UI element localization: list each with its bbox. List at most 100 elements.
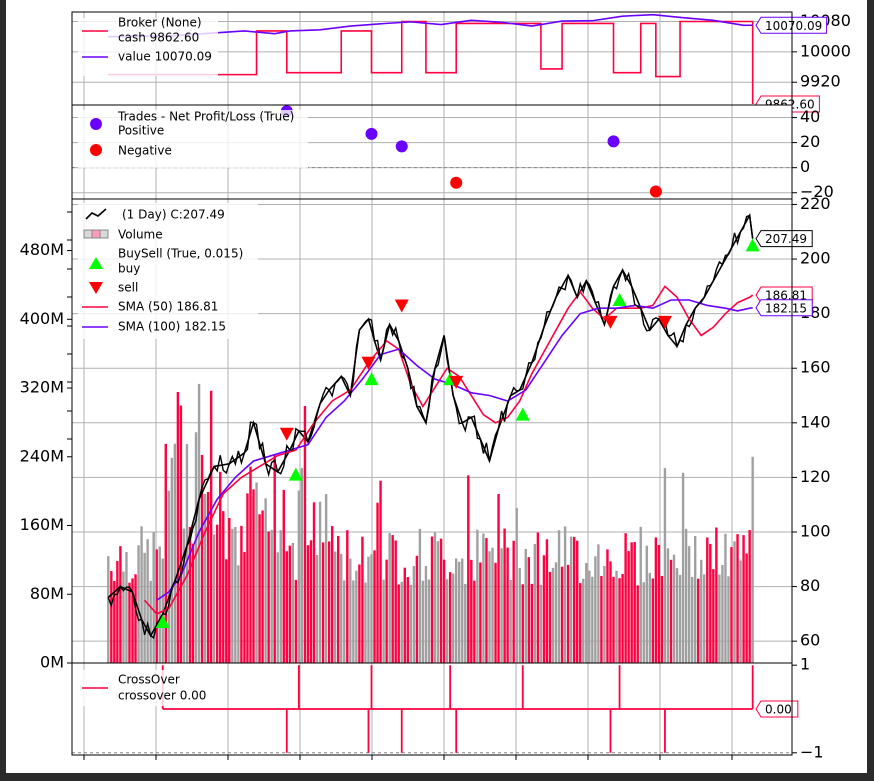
volume-bar (412, 566, 416, 663)
price-legend-sell: sell (118, 281, 138, 295)
volume-bar (618, 578, 621, 663)
volume-bar (479, 562, 482, 663)
price-sma50-line (144, 285, 754, 615)
volume-bar (321, 542, 325, 663)
volume-bar (651, 578, 655, 663)
volume-bar (246, 493, 249, 663)
buy-marker (288, 467, 303, 481)
volume-bar (603, 565, 606, 663)
volume-bar (146, 539, 149, 663)
volume-bar (675, 568, 679, 663)
volume-bar (306, 545, 310, 663)
volume-bar (327, 541, 331, 663)
volume-bar (403, 567, 406, 663)
volume-bar (539, 584, 543, 663)
buy-marker (155, 615, 170, 629)
volume-bar (137, 545, 140, 663)
price-ytick-label: 120 (800, 467, 831, 486)
volume-bar (297, 490, 301, 663)
price-legend-bg (78, 203, 258, 339)
volume-bar (379, 480, 382, 663)
volume-bar (548, 571, 552, 663)
volume-bar (291, 542, 295, 663)
volume-bar (107, 556, 110, 663)
volume-bar (270, 529, 273, 663)
volume-ytick-label: 320M (20, 378, 64, 397)
crossover-legend-title: CrossOver (118, 673, 180, 687)
volume-bar (533, 543, 537, 663)
volume-bar (684, 528, 688, 663)
trades-ytick-label: −20 (800, 182, 834, 201)
price-legend-close: (1 Day) C:207.49 (122, 208, 225, 222)
volume-bar (703, 574, 706, 663)
volume-bar (261, 510, 264, 663)
volume-bar (228, 518, 231, 663)
volume-bar (730, 547, 733, 663)
volume-bar (243, 552, 246, 663)
volume-bar (285, 551, 288, 663)
volume-bar (119, 546, 122, 663)
sell-marker (449, 375, 464, 389)
volume-bar (518, 567, 521, 663)
volume-bar (515, 507, 518, 663)
volume-bar (143, 552, 146, 663)
backtrader-chart: 10080100009920Broker (None)cash 9862.60v… (20, 11, 851, 761)
volume-bar (582, 578, 585, 663)
volume-bar (113, 580, 116, 663)
volume-ytick-label: 0M (40, 653, 64, 672)
volume-bar (206, 492, 210, 663)
volume-bar (116, 560, 119, 663)
volume-bar (191, 543, 195, 663)
volume-bar (545, 539, 549, 663)
volume-bar (669, 559, 673, 663)
volume-bar (585, 562, 588, 663)
volume-bar (264, 498, 267, 663)
price-ytick-label: 220 (800, 194, 831, 213)
volume-bar (739, 560, 742, 663)
buy-marker (364, 372, 379, 386)
price-legend-volume-swatch-inner (91, 229, 101, 239)
volume-bar (530, 583, 534, 663)
volume-bar (470, 559, 473, 663)
volume-bar (455, 558, 458, 663)
volume-bar (473, 580, 476, 663)
volume-bar (597, 544, 600, 663)
volume-bar (216, 524, 219, 663)
volume-bar (448, 572, 452, 663)
crossover-legend-value: crossover 0.00 (118, 689, 206, 703)
volume-bar (424, 565, 428, 663)
volume-bar (690, 576, 694, 663)
price-tag-0: 207.49 (765, 232, 807, 246)
volume-bar (155, 549, 158, 663)
volume-bar (666, 548, 670, 663)
volume-bar (315, 554, 319, 663)
volume-bar (324, 494, 328, 663)
volume-bar (733, 541, 736, 663)
volume-bar (736, 534, 739, 663)
price-legend-buy: buy (118, 262, 140, 276)
volume-bar (294, 579, 298, 663)
volume-bar (212, 534, 216, 663)
volume-bar (724, 533, 727, 663)
broker-legend-title: Broker (None) (118, 16, 202, 30)
price-ytick-label: 200 (800, 249, 831, 268)
volume-bar (606, 549, 609, 663)
volume-bar (442, 559, 446, 663)
volume-bar (687, 546, 691, 663)
volume-bar (152, 532, 155, 663)
volume-bar (648, 572, 652, 663)
volume-bar (158, 546, 161, 663)
volume-bars (107, 383, 754, 663)
broker-legend-bg (78, 18, 218, 76)
volume-bar (639, 526, 642, 663)
volume-bar (318, 501, 322, 663)
volume-bar (197, 383, 201, 663)
price-tag-2-box (755, 299, 813, 317)
volume-bar (128, 582, 131, 663)
volume-bar (745, 553, 748, 663)
price-ytick-label: 60 (800, 631, 820, 650)
volume-bar (222, 511, 225, 663)
volume-bar (627, 551, 630, 663)
volume-bar (551, 567, 555, 663)
volume-bar (609, 561, 612, 663)
